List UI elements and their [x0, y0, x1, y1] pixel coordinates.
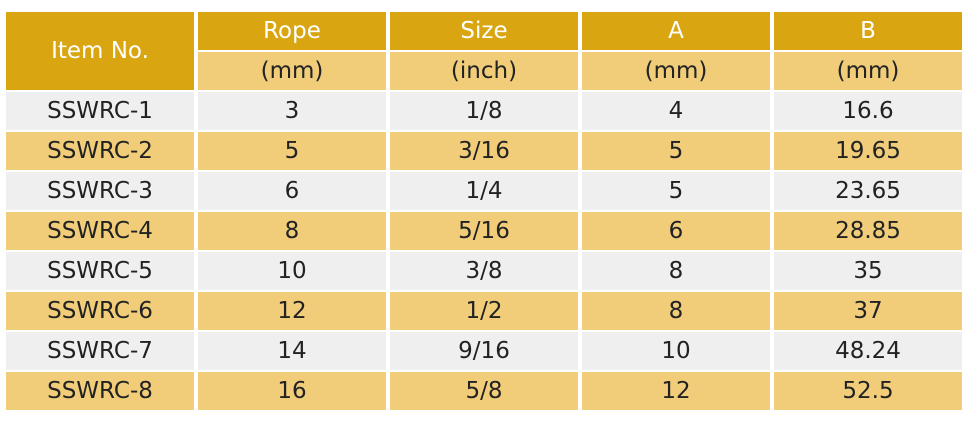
item-cell: SSWRC-6 [6, 292, 194, 330]
data-cell: 12 [198, 292, 386, 330]
data-cell: 6 [198, 172, 386, 210]
data-cell: 23.65 [774, 172, 962, 210]
header-name: Rope [198, 12, 386, 50]
item-cell: SSWRC-8 [6, 372, 194, 410]
item-cell: SSWRC-5 [6, 252, 194, 290]
item-cell: SSWRC-7 [6, 332, 194, 370]
header-name: Size [390, 12, 578, 50]
data-cell: 52.5 [774, 372, 962, 410]
data-cell: 37 [774, 292, 962, 330]
data-cell: 10 [582, 332, 770, 370]
data-cell: 8 [582, 252, 770, 290]
data-cell: 1/4 [390, 172, 578, 210]
data-cell: 3/16 [390, 132, 578, 170]
header-unit: (inch) [390, 52, 578, 90]
header-unit: (mm) [198, 52, 386, 90]
header-name: A [582, 12, 770, 50]
spec-table: Item No. Rope (mm) Size (inch) A (mm) B (mm) SSWR… [6, 12, 962, 410]
data-cell: 16.6 [774, 92, 962, 130]
data-cell: 19.65 [774, 132, 962, 170]
data-cell: 5 [582, 172, 770, 210]
data-cell: 12 [582, 372, 770, 410]
item-cell: SSWRC-1 [6, 92, 194, 130]
data-cell: 9/16 [390, 332, 578, 370]
header-name: B [774, 12, 962, 50]
data-cell: 3 [198, 92, 386, 130]
data-cell: 1/2 [390, 292, 578, 330]
data-cell: 16 [198, 372, 386, 410]
header-unit: (mm) [582, 52, 770, 90]
data-cell: 10 [198, 252, 386, 290]
data-cell: 5 [582, 132, 770, 170]
item-cell: SSWRC-3 [6, 172, 194, 210]
header-item-no: Item No. [6, 12, 194, 90]
data-cell: 48.24 [774, 332, 962, 370]
data-cell: 1/8 [390, 92, 578, 130]
data-cell: 5 [198, 132, 386, 170]
data-cell: 5/16 [390, 212, 578, 250]
item-cell: SSWRC-2 [6, 132, 194, 170]
header-unit: (mm) [774, 52, 962, 90]
data-cell: 5/8 [390, 372, 578, 410]
data-cell: 6 [582, 212, 770, 250]
data-cell: 14 [198, 332, 386, 370]
data-cell: 3/8 [390, 252, 578, 290]
data-cell: 28.85 [774, 212, 962, 250]
data-cell: 8 [198, 212, 386, 250]
item-cell: SSWRC-4 [6, 212, 194, 250]
data-cell: 8 [582, 292, 770, 330]
data-cell: 35 [774, 252, 962, 290]
data-cell: 4 [582, 92, 770, 130]
